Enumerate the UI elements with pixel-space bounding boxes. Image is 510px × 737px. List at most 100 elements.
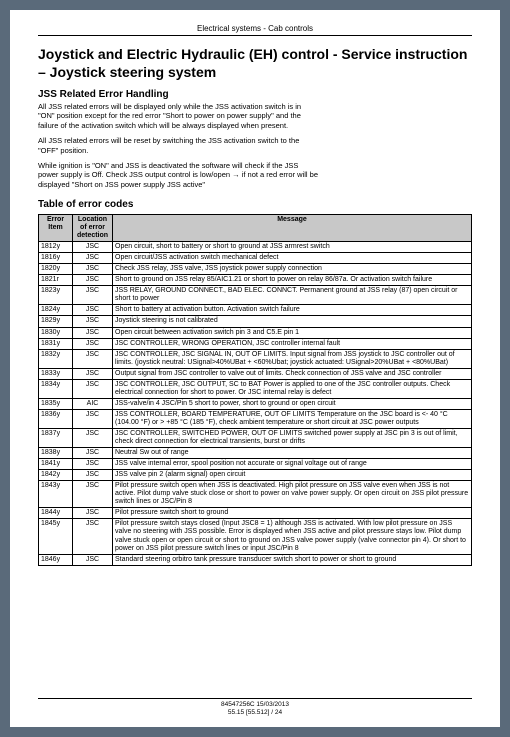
cell-location: JSC: [73, 519, 113, 554]
cell-error-item: 1845y: [39, 519, 73, 554]
table-row: 1841yJSCJSS valve internal error, spool …: [39, 459, 472, 470]
cell-error-item: 1830y: [39, 327, 73, 338]
table-row: 1824yJSCShort to battery at activation b…: [39, 305, 472, 316]
cell-message: Check JSS relay, JSS valve, JSS joystick…: [113, 264, 472, 275]
col-header-location: Location of error detection: [73, 215, 113, 242]
cell-message: Output signal from JSC controller to val…: [113, 368, 472, 379]
table-row: 1843yJSCPilot pressure switch open when …: [39, 481, 472, 508]
cell-location: JSC: [73, 470, 113, 481]
page-header: Electrical systems - Cab controls: [38, 24, 472, 33]
cell-message: Short to battery at activation button. A…: [113, 305, 472, 316]
page-footer: 84547256C 15/03/2013 55.15 [55.512] / 24: [38, 698, 472, 717]
cell-location: JSC: [73, 448, 113, 459]
cell-error-item: 1846y: [39, 554, 73, 565]
document-page: Electrical systems - Cab controls Joysti…: [10, 10, 500, 727]
cell-message: Joystick steering is not calibrated: [113, 316, 472, 327]
cell-location: JSC: [73, 349, 113, 368]
table-row: 1846yJSCStandard steering orbitro tank p…: [39, 554, 472, 565]
cell-error-item: 1835y: [39, 398, 73, 409]
cell-message: Open circuit/JSS activation switch mecha…: [113, 253, 472, 264]
cell-error-item: 1816y: [39, 253, 73, 264]
cell-message: Standard steering orbitro tank pressure …: [113, 554, 472, 565]
cell-error-item: 1820y: [39, 264, 73, 275]
cell-message: JSC CONTROLLER, JSC OUTPUT, SC to BAT Po…: [113, 379, 472, 398]
cell-location: JSC: [73, 368, 113, 379]
cell-message: JSC CONTROLLER, JSC SIGNAL IN, OUT OF LI…: [113, 349, 472, 368]
cell-location: JSC: [73, 428, 113, 447]
cell-message: Pilot pressure switch open when JSS is d…: [113, 481, 472, 508]
table-row: 1836yJSCJSS CONTROLLER, BOARD TEMPERATUR…: [39, 409, 472, 428]
table-row: 1837yJSCJSC CONTROLLER, SWITCHED POWER, …: [39, 428, 472, 447]
table-row: 1820yJSCCheck JSS relay, JSS valve, JSS …: [39, 264, 472, 275]
cell-error-item: 1821r: [39, 275, 73, 286]
table-row: 1816yJSCOpen circuit/JSS activation swit…: [39, 253, 472, 264]
cell-error-item: 1831y: [39, 338, 73, 349]
cell-message: Pilot pressure switch stays closed (Inpu…: [113, 519, 472, 554]
cell-location: JSC: [73, 286, 113, 305]
cell-error-item: 1823y: [39, 286, 73, 305]
table-body: 1812yJSCOpen circuit, short to battery o…: [39, 242, 472, 566]
cell-location: JSC: [73, 242, 113, 253]
table-row: 1830yJSCOpen circuit between activation …: [39, 327, 472, 338]
cell-error-item: 1833y: [39, 368, 73, 379]
cell-location: JSC: [73, 338, 113, 349]
table-row: 1835yAICJSS-valve/in 4 JSC/Pin 5 short t…: [39, 398, 472, 409]
cell-location: JSC: [73, 305, 113, 316]
cell-error-item: 1843y: [39, 481, 73, 508]
cell-location: JSC: [73, 508, 113, 519]
cell-message: Pilot pressure switch short to ground: [113, 508, 472, 519]
section-heading: JSS Related Error Handling: [38, 89, 472, 100]
cell-error-item: 1838y: [39, 448, 73, 459]
table-row: 1831yJSCJSC CONTROLLER, WRONG OPERATION,…: [39, 338, 472, 349]
cell-location: JSC: [73, 459, 113, 470]
table-header-row: Error Item Location of error detection M…: [39, 215, 472, 242]
cell-message: JSS valve pin 2 (alarm signal) open circ…: [113, 470, 472, 481]
header-rule: [38, 35, 472, 36]
table-row: 1844yJSCPilot pressure switch short to g…: [39, 508, 472, 519]
error-codes-table: Error Item Location of error detection M…: [38, 214, 472, 566]
cell-error-item: 1812y: [39, 242, 73, 253]
cell-error-item: 1836y: [39, 409, 73, 428]
table-row: 1845yJSCPilot pressure switch stays clos…: [39, 519, 472, 554]
cell-location: JSC: [73, 327, 113, 338]
paragraph: All JSS related errors will be displayed…: [38, 102, 318, 130]
table-row: 1838yJSCNeutral Sw out of range: [39, 448, 472, 459]
cell-error-item: 1841y: [39, 459, 73, 470]
cell-message: JSS-valve/in 4 JSC/Pin 5 short to power,…: [113, 398, 472, 409]
table-row: 1834yJSCJSC CONTROLLER, JSC OUTPUT, SC t…: [39, 379, 472, 398]
footer-line-1: 84547256C 15/03/2013: [38, 701, 472, 709]
table-title: Table of error codes: [38, 199, 472, 210]
page-title: Joystick and Electric Hydraulic (EH) con…: [38, 46, 472, 81]
footer-rule: [38, 698, 472, 699]
cell-message: JSC CONTROLLER, SWITCHED POWER, OUT OF L…: [113, 428, 472, 447]
table-row: 1842yJSCJSS valve pin 2 (alarm signal) o…: [39, 470, 472, 481]
cell-error-item: 1837y: [39, 428, 73, 447]
cell-error-item: 1834y: [39, 379, 73, 398]
table-row: 1821rJSCShort to ground on JSS relay 85/…: [39, 275, 472, 286]
cell-error-item: 1824y: [39, 305, 73, 316]
paragraph: All JSS related errors will be reset by …: [38, 136, 318, 155]
cell-error-item: 1842y: [39, 470, 73, 481]
cell-location: JSC: [73, 409, 113, 428]
cell-message: JSS RELAY, GROUND CONNECT., BAD ELEC. CO…: [113, 286, 472, 305]
cell-message: Open circuit between activation switch p…: [113, 327, 472, 338]
table-row: 1829yJSCJoystick steering is not calibra…: [39, 316, 472, 327]
cell-location: JSC: [73, 481, 113, 508]
cell-location: JSC: [73, 554, 113, 565]
footer-line-2: 55.15 [55.512] / 24: [38, 709, 472, 717]
cell-message: Open circuit, short to battery or short …: [113, 242, 472, 253]
cell-location: AIC: [73, 398, 113, 409]
cell-location: JSC: [73, 316, 113, 327]
cell-location: JSC: [73, 379, 113, 398]
cell-location: JSC: [73, 264, 113, 275]
cell-message: JSS valve internal error, spool position…: [113, 459, 472, 470]
cell-location: JSC: [73, 275, 113, 286]
cell-message: JSS CONTROLLER, BOARD TEMPERATURE, OUT O…: [113, 409, 472, 428]
table-row: 1823yJSCJSS RELAY, GROUND CONNECT., BAD …: [39, 286, 472, 305]
cell-error-item: 1829y: [39, 316, 73, 327]
cell-message: Short to ground on JSS relay 85/AIC1.21 …: [113, 275, 472, 286]
table-row: 1812yJSCOpen circuit, short to battery o…: [39, 242, 472, 253]
table-row: 1833yJSCOutput signal from JSC controlle…: [39, 368, 472, 379]
col-header-message: Message: [113, 215, 472, 242]
col-header-error-item: Error Item: [39, 215, 73, 242]
